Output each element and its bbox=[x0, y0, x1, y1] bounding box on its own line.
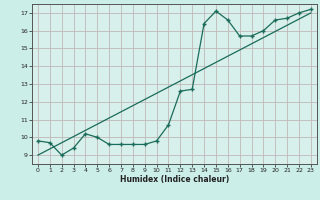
X-axis label: Humidex (Indice chaleur): Humidex (Indice chaleur) bbox=[120, 175, 229, 184]
